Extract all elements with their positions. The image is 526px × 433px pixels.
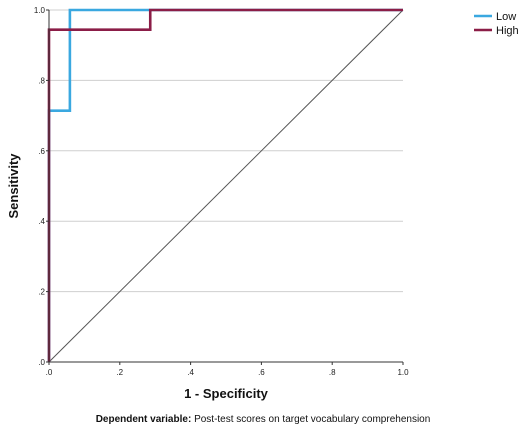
footnote-text: Post-test scores on target vocabulary co… xyxy=(194,414,431,425)
y-tick-label: .2 xyxy=(38,288,45,297)
y-tick-label: 1.0 xyxy=(34,6,46,15)
tick-labels: .0 .2 .4 .6 .8 1.0 .0 .2 .4 .6 .8 1.0 xyxy=(34,6,409,377)
grid-lines xyxy=(49,9,403,293)
x-tick-label: 1.0 xyxy=(397,368,409,377)
x-tick-label: .0 xyxy=(46,368,53,377)
x-tick-label: .6 xyxy=(258,368,265,377)
reference-diagonal xyxy=(48,9,404,363)
x-tick-label: .2 xyxy=(116,368,123,377)
roc-chart: .0 .2 .4 .6 .8 1.0 .0 .2 .4 .6 .8 1.0 1 - Specifici… xyxy=(6,6,519,401)
y-tick-label: .4 xyxy=(38,217,45,226)
y-tick-label: .6 xyxy=(38,147,45,156)
x-tick-label: .4 xyxy=(187,368,194,377)
legend: Low High xyxy=(474,11,519,37)
axes xyxy=(46,9,404,365)
footnote: Dependent variable: Post-test scores on … xyxy=(0,414,526,425)
x-tick-label: .8 xyxy=(329,368,336,377)
y-axis-label: Sensitivity xyxy=(6,153,21,219)
legend-label-low: Low xyxy=(496,11,516,23)
y-tick-label: .8 xyxy=(38,76,45,85)
y-tick-label: .0 xyxy=(38,358,45,367)
footnote-label: Dependent variable: xyxy=(95,414,192,425)
legend-label-high: High xyxy=(496,25,519,37)
x-axis-label: 1 - Specificity xyxy=(184,386,269,401)
